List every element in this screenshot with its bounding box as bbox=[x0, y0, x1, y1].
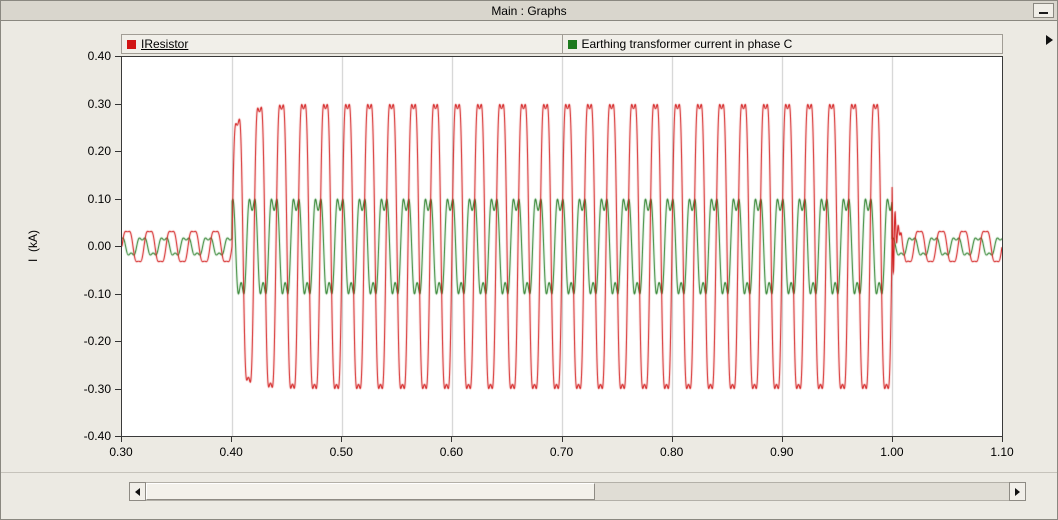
legend: IResistor Earthing transformer current i… bbox=[121, 34, 1003, 54]
x-tick-mark bbox=[451, 437, 453, 442]
horizontal-scrollbar bbox=[129, 482, 1026, 501]
x-tick-mark bbox=[121, 437, 122, 442]
window-title: Main : Graphs bbox=[491, 3, 567, 18]
x-tick-mark bbox=[891, 437, 893, 442]
x-tick-mark bbox=[1002, 437, 1003, 442]
y-tick-label: 0.30 bbox=[87, 96, 111, 111]
x-tick-label: 0.80 bbox=[659, 445, 684, 459]
legend-label: Earthing transformer current in phase C bbox=[581, 37, 793, 51]
scroll-left-icon bbox=[135, 487, 140, 496]
legend-item-earthing-transformer[interactable]: Earthing transformer current in phase C bbox=[562, 34, 1003, 54]
y-tick-label: 0.00 bbox=[87, 239, 111, 253]
y-tick-label: 0.40 bbox=[87, 49, 111, 63]
scrollbar-track[interactable] bbox=[146, 482, 1009, 501]
x-tick-label: 0.50 bbox=[329, 445, 353, 459]
y-axis-title: I (kA) bbox=[26, 230, 40, 262]
x-tick-label: 0.30 bbox=[109, 445, 133, 459]
scroll-left-button[interactable] bbox=[129, 482, 146, 501]
x-tick-mark bbox=[231, 437, 233, 442]
x-tick-mark bbox=[561, 437, 563, 442]
x-tick-label: 0.40 bbox=[219, 445, 243, 459]
scrollbar-thumb[interactable] bbox=[146, 483, 595, 500]
legend-label: IResistor bbox=[141, 37, 189, 51]
y-tick-label: 0.10 bbox=[87, 191, 111, 206]
legend-item-iresistor[interactable]: IResistor bbox=[121, 34, 563, 54]
x-tick-mark bbox=[671, 437, 673, 442]
scroll-right-button[interactable] bbox=[1009, 482, 1026, 501]
y-tick-label: -0.30 bbox=[83, 381, 111, 396]
panel-scroll-right-icon[interactable] bbox=[1046, 35, 1053, 45]
x-tick-label: 1.00 bbox=[880, 445, 904, 459]
plot-area bbox=[121, 56, 1003, 437]
x-tick-label: 1.10 bbox=[990, 445, 1014, 459]
series-color-chip-green bbox=[567, 39, 577, 49]
title-bar: Main : Graphs bbox=[1, 1, 1057, 21]
y-tick-label: -0.10 bbox=[83, 286, 111, 301]
y-tick-label: -0.20 bbox=[83, 334, 111, 348]
minimize-icon bbox=[1039, 12, 1048, 14]
x-tick-mark bbox=[341, 437, 343, 442]
minimize-button[interactable] bbox=[1033, 3, 1054, 18]
series-color-chip-red bbox=[127, 39, 136, 49]
x-tick-label: 0.70 bbox=[549, 445, 574, 459]
scroll-right-icon bbox=[1015, 487, 1020, 496]
y-tick-label: -0.40 bbox=[83, 429, 111, 443]
x-tick-mark bbox=[781, 437, 783, 442]
x-tick-label: 0.90 bbox=[770, 445, 794, 459]
panel-separator bbox=[1, 472, 1057, 473]
plot-canvas[interactable] bbox=[122, 57, 1002, 436]
x-tick-label: 0.60 bbox=[439, 445, 464, 459]
y-tick-label: 0.20 bbox=[87, 144, 111, 158]
